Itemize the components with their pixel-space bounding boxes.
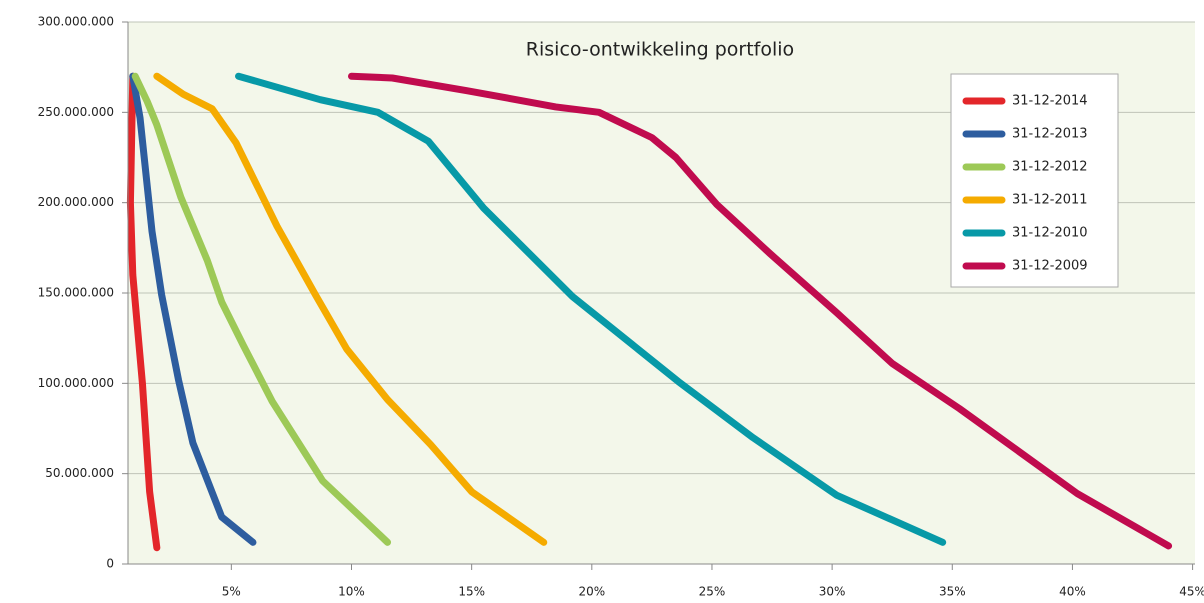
y-tick-label: 0 (106, 557, 114, 571)
x-tick-label: 15% (458, 585, 485, 599)
chart-title: Risico-ontwikkeling portfolio (526, 39, 794, 61)
series-line (235, 72, 947, 546)
legend-label: 31-12-2011 (1012, 193, 1088, 208)
series-line (129, 72, 257, 546)
series-line (126, 72, 161, 552)
series-line (347, 72, 1173, 550)
y-tick-label: 300.000.000 (38, 15, 114, 29)
x-tick-label: 25% (699, 585, 726, 599)
legend-label: 31-12-2013 (1012, 127, 1088, 142)
y-tick-label: 50.000.000 (45, 466, 114, 480)
x-tick-label: 30% (819, 585, 846, 599)
lines (126, 72, 1173, 552)
y-tick-label: 250.000.000 (38, 105, 114, 119)
x-tick-label: 35% (939, 585, 966, 599)
legend (950, 73, 1119, 288)
x-tick-label: 5% (222, 585, 241, 599)
legend-label: 31-12-2009 (1012, 259, 1088, 274)
y-tick-label: 150.000.000 (38, 286, 114, 300)
series-line (153, 72, 548, 546)
x-tick-label: 40% (1059, 585, 1086, 599)
x-tick-label: 20% (578, 585, 605, 599)
legend-label: 31-12-2010 (1012, 226, 1088, 241)
legend-label: 31-12-2012 (1012, 160, 1088, 175)
x-tick-label: 10% (338, 585, 365, 599)
y-tick-label: 100.000.000 (38, 376, 114, 390)
grid: 0 50.000.000 100.000.000 150.000.000 200.000… (38, 15, 1204, 599)
legend-items: 31-12-2014 31-12-2013 31-12-2012 31-12-2011… (962, 94, 1088, 274)
x-tick-label: 45% (1179, 585, 1204, 599)
series-line (131, 72, 392, 546)
y-tick-label: 200.000.000 (38, 195, 114, 209)
legend-label: 31-12-2014 (1012, 94, 1088, 109)
